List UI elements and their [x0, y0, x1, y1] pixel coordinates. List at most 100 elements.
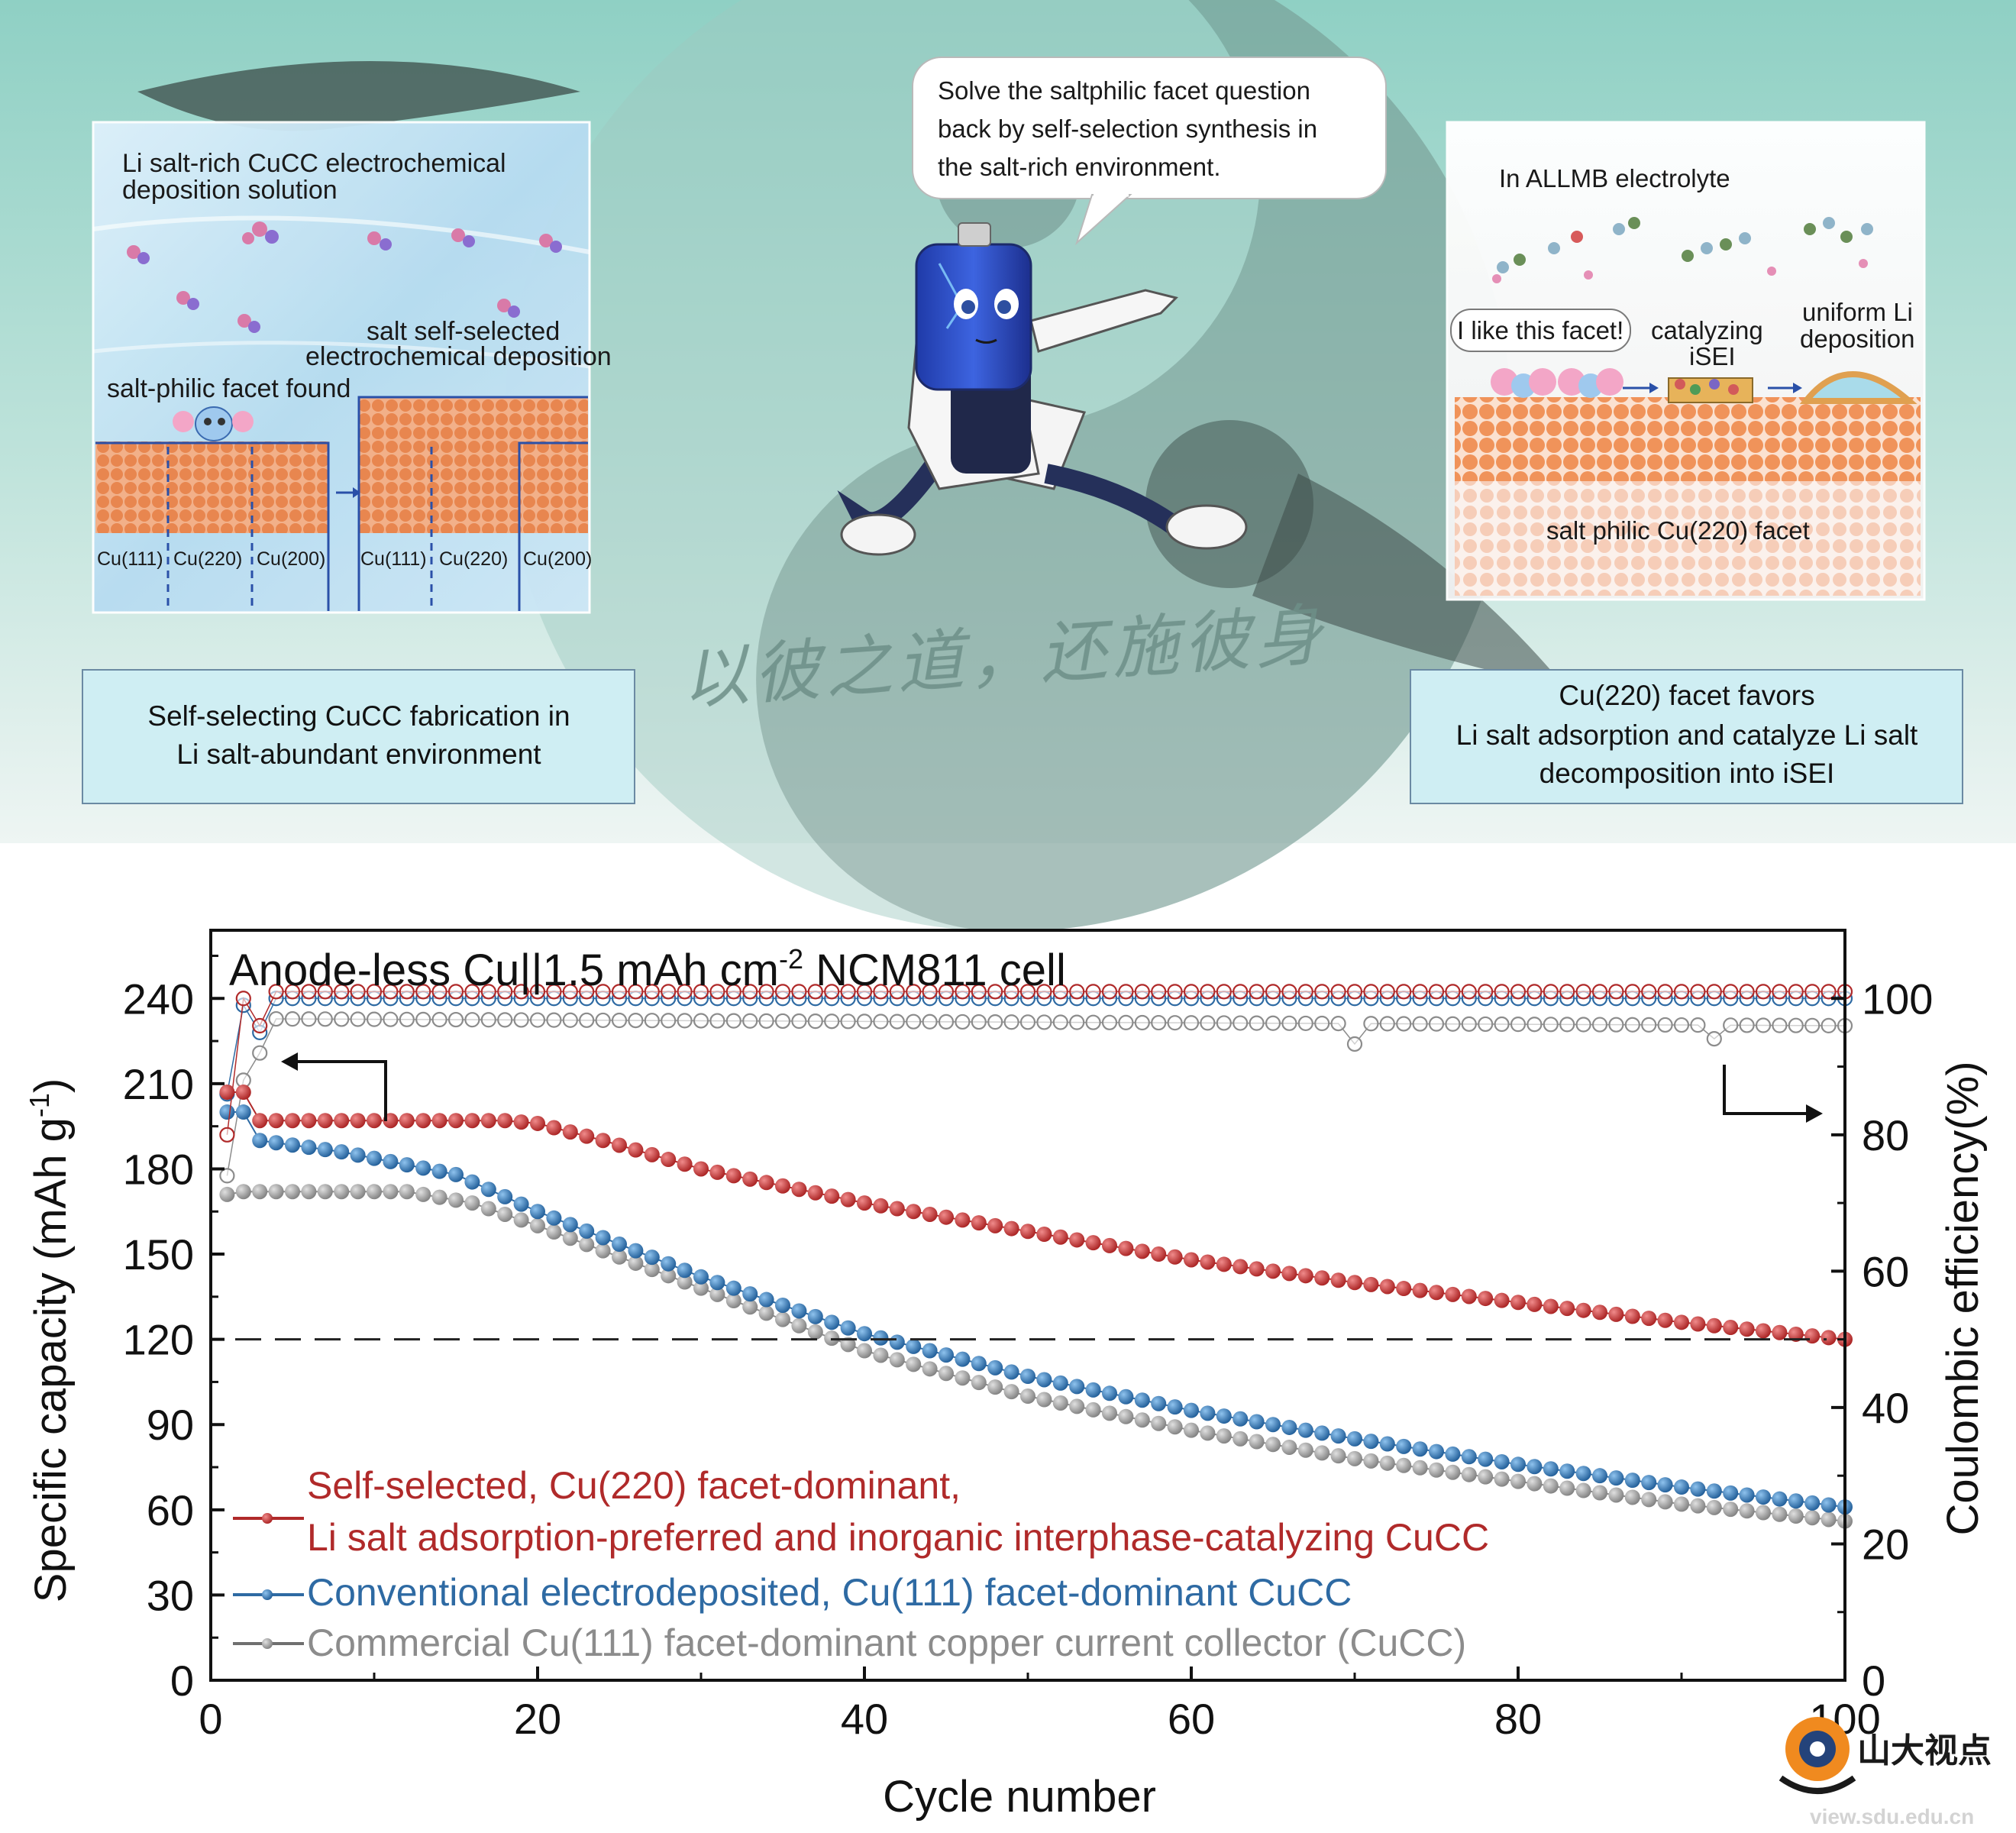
ce-point [383, 1011, 399, 1027]
capacity-point [1445, 1286, 1461, 1302]
y-tick-label-right: 20 [1862, 1520, 1909, 1568]
ce-point [774, 1013, 791, 1030]
capacity-point [955, 1212, 971, 1228]
ce-point [383, 984, 399, 1000]
ce-point [1690, 984, 1706, 1000]
capacity-point [1347, 1431, 1362, 1447]
capacity-point [1543, 1461, 1559, 1477]
capacity-point [497, 1113, 513, 1129]
ce-point [1036, 1014, 1052, 1030]
y-tick-label-left: 120 [123, 1316, 194, 1364]
ce-point [1330, 1015, 1346, 1032]
capacity-point [1265, 1417, 1281, 1433]
speech-line-1: Solve the saltphilic facet question [938, 76, 1310, 105]
capacity-point [857, 1195, 872, 1211]
ce-point [1591, 984, 1608, 1000]
capacity-point [1363, 1434, 1379, 1450]
capacity-point [906, 1204, 922, 1220]
capacity-point [1281, 1266, 1297, 1282]
capacity-point [857, 1326, 872, 1342]
ce-point [1772, 1017, 1788, 1033]
capacity-point [1069, 1379, 1085, 1395]
capacity-point [431, 1163, 447, 1179]
ce-point [1478, 1016, 1494, 1033]
ce-point [1428, 1016, 1445, 1032]
capacity-point [285, 1137, 300, 1153]
capacity-point [725, 1280, 741, 1296]
ce-point [1297, 984, 1313, 1000]
capacity-point [922, 1343, 938, 1359]
capacity-point [530, 1115, 545, 1131]
ce-point [431, 1011, 447, 1028]
ce-point [1821, 984, 1837, 1000]
capacity-point [922, 1361, 938, 1377]
ce-point [1510, 1017, 1527, 1033]
y-tick-label-right: 40 [1862, 1384, 1909, 1432]
battery-mascot [837, 222, 1248, 556]
ce-point [693, 984, 709, 1000]
ce-point [1723, 1017, 1739, 1033]
capacity-point [1396, 1457, 1412, 1473]
ce-point [1478, 984, 1494, 1000]
capacity-point [628, 1255, 644, 1271]
salt-philic-label: salt-philic facet found [107, 374, 351, 403]
ce-point [628, 1013, 644, 1029]
ce-point [1233, 984, 1249, 1000]
x-tick-label: 20 [514, 1695, 561, 1743]
ce-point [1723, 984, 1739, 1000]
capacity-point [807, 1185, 823, 1201]
capacity-point [1314, 1425, 1330, 1441]
ce-point [922, 1013, 938, 1030]
ce-point [1003, 1014, 1019, 1030]
uniform-label-1: uniform Li [1802, 298, 1913, 326]
capacity-point [1657, 1477, 1673, 1493]
capacity-point [235, 1104, 251, 1120]
ce-point [1019, 984, 1036, 1000]
ce-point [1739, 984, 1755, 1000]
capacity-point [579, 1237, 595, 1253]
ce-point [399, 1011, 415, 1027]
ce-point [415, 1011, 431, 1027]
ce-point [366, 984, 383, 1000]
capacity-point [906, 1338, 922, 1354]
ce-point [791, 984, 807, 1000]
y-axis-label-right: Coulombic efficiency(%) [1938, 1061, 1988, 1535]
ce-point [906, 984, 922, 1000]
ce-point [1167, 1015, 1183, 1031]
legend-label-conventional: Conventional electrodeposited, Cu(111) f… [307, 1571, 1352, 1614]
ce-point [742, 984, 758, 1000]
chart-title: Anode-less Cu||1.5 mAh cm-2 NCM811 cell [229, 943, 1066, 995]
y-tick-label-left: 60 [147, 1486, 194, 1534]
y-tick-label-right: 80 [1862, 1111, 1909, 1159]
ce-point [1641, 984, 1657, 1000]
capacity-point [709, 1275, 725, 1291]
ce-point [1019, 1014, 1036, 1030]
ce-point [431, 984, 447, 1000]
capacity-point [317, 1184, 333, 1200]
capacity-point [1314, 1270, 1330, 1286]
capacity-point [301, 1184, 317, 1200]
ce-point [1265, 1015, 1281, 1031]
ce-point [1543, 984, 1559, 1000]
ce-point [1036, 984, 1052, 1000]
ce-point [1363, 1016, 1379, 1032]
capacity-point [301, 1140, 317, 1156]
ce-point [1134, 984, 1150, 1000]
ce-point [644, 984, 660, 1000]
ce-point [1641, 1017, 1657, 1033]
ce-point [1396, 1016, 1412, 1032]
ce-point [447, 1011, 464, 1028]
capacity-point [889, 1334, 905, 1350]
capacity-point [1330, 1448, 1346, 1464]
capacity-point [742, 1299, 758, 1315]
ce-point [1445, 1016, 1461, 1032]
ce-point [219, 1127, 235, 1143]
ce-point [1412, 984, 1428, 1000]
capacity-point [1379, 1436, 1395, 1452]
ce-point [1428, 984, 1445, 1000]
capacity-point [1085, 1401, 1101, 1418]
capacity-point [383, 1153, 399, 1169]
capacity-point [1510, 1456, 1526, 1473]
ce-point [1673, 1017, 1690, 1033]
capacity-line-conventional [227, 1111, 1846, 1508]
